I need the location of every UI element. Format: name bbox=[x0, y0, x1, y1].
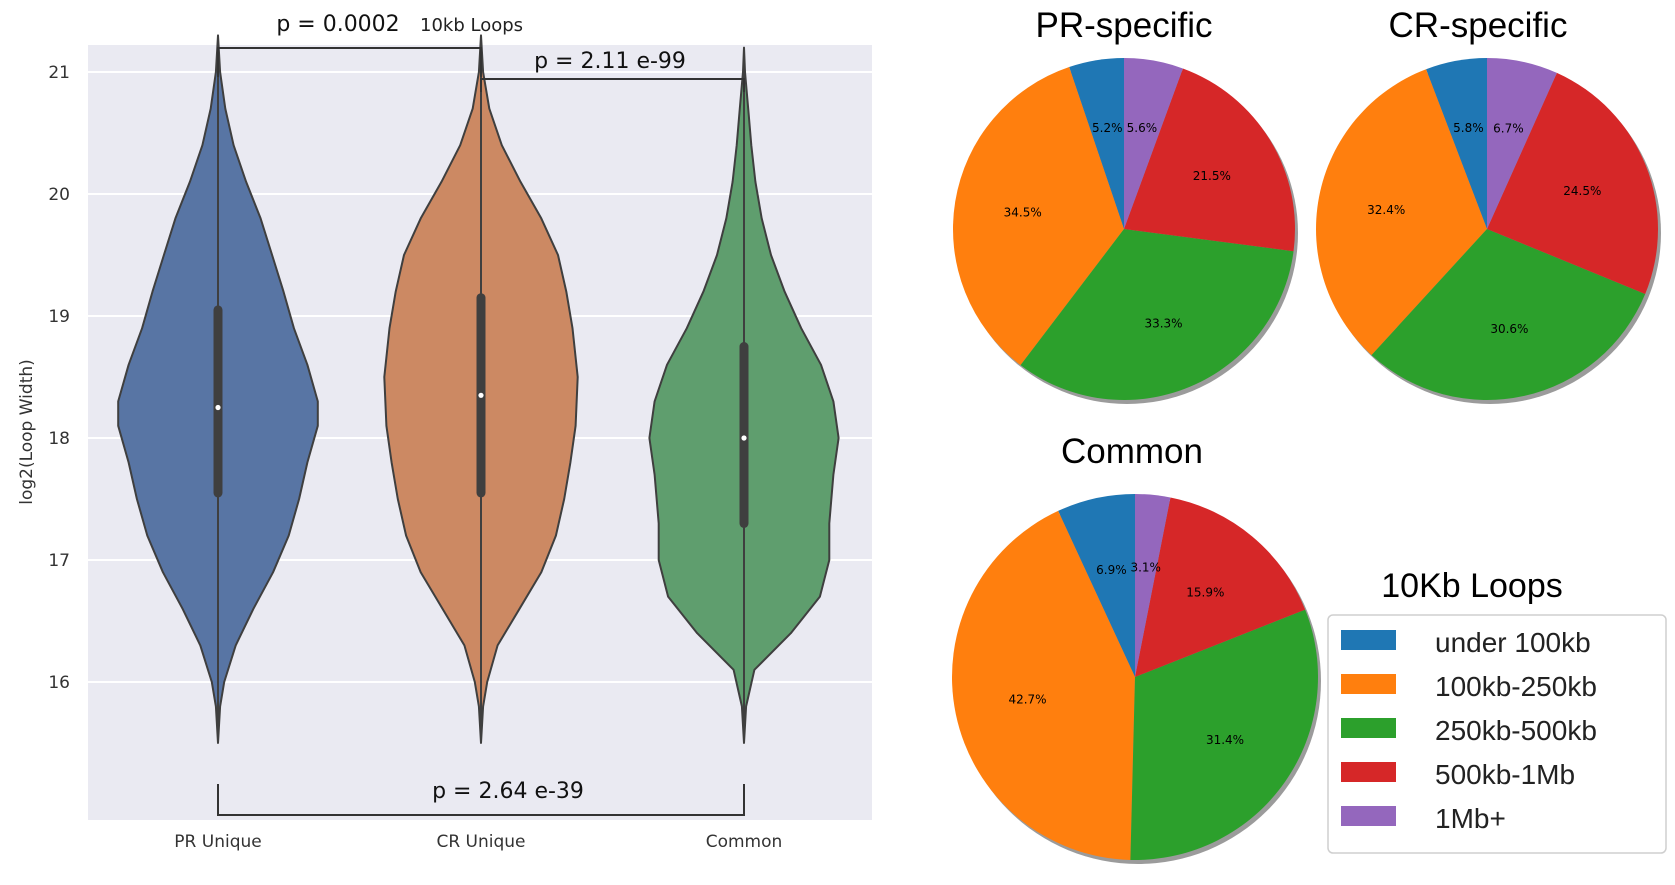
violins bbox=[117, 34, 840, 744]
significance-bracket bbox=[480, 78, 745, 92]
pie-slice bbox=[1020, 229, 1294, 401]
y-axis-label: log2(Loop Width) bbox=[17, 359, 37, 505]
x-tick-labels: PR Unique CR Unique Common bbox=[174, 832, 782, 852]
legend-swatch bbox=[1341, 674, 1396, 694]
legend-swatch bbox=[1341, 806, 1396, 826]
significance-bracket bbox=[217, 47, 482, 77]
pie-percent-label: 34.5% bbox=[1004, 206, 1042, 220]
pie-slice bbox=[1135, 497, 1306, 677]
pie-slice bbox=[1069, 58, 1124, 229]
pie-percent-label: 5.2% bbox=[1092, 121, 1123, 135]
pie-percent-label: 5.8% bbox=[1453, 121, 1484, 135]
y-tick-label: 21 bbox=[48, 63, 70, 83]
legend: 10Kb Loops under 100kb 100kb-250kb 250kb-5… bbox=[1327, 567, 1667, 854]
pie-percent-label: 30.6% bbox=[1490, 322, 1528, 336]
pie-slice bbox=[1426, 58, 1487, 229]
pie-percent-label: 5.6% bbox=[1127, 121, 1158, 135]
significance-brackets: p = 0.0002 p = 2.11 e-99 p = 2.64 e-39 bbox=[217, 12, 745, 816]
legend-label: 250kb-500kb bbox=[1435, 715, 1597, 746]
pie-percent-label: 15.9% bbox=[1186, 586, 1224, 600]
x-tick-label: Common bbox=[706, 832, 783, 852]
pie-percent-label: 31.4% bbox=[1206, 733, 1244, 747]
p-value-label: p = 2.11 e-99 bbox=[534, 49, 686, 74]
x-tick-label: CR Unique bbox=[436, 832, 525, 852]
pie-slice bbox=[1130, 609, 1319, 860]
violin-subtitle: 10kb Loops bbox=[420, 15, 523, 36]
y-tick-label: 17 bbox=[48, 551, 70, 571]
legend-swatch bbox=[1341, 630, 1396, 650]
pie-percent-label: 24.5% bbox=[1563, 184, 1601, 198]
pie-slice bbox=[952, 67, 1124, 366]
pie-pr-specific: 5.2% 34.5% 33.3% 21.5% 5.6% bbox=[952, 58, 1298, 404]
legend-swatch bbox=[1341, 762, 1396, 782]
pie-percent-label: 33.3% bbox=[1144, 317, 1182, 331]
legend-frame bbox=[1327, 614, 1667, 854]
significance-bracket bbox=[217, 784, 745, 816]
y-tick-labels: 16 17 18 19 20 21 bbox=[48, 63, 70, 693]
pie-slice bbox=[1487, 58, 1557, 229]
pie-percent-label: 32.4% bbox=[1367, 203, 1405, 217]
pie-slice bbox=[1135, 494, 1171, 677]
violin-median bbox=[478, 392, 484, 398]
violin-median bbox=[215, 404, 221, 411]
p-value-label: p = 0.0002 bbox=[276, 12, 399, 37]
pie-slice bbox=[1124, 58, 1183, 229]
legend-swatch bbox=[1341, 718, 1396, 738]
legend-items: under 100kb 100kb-250kb 250kb-500kb 500kb-1… bbox=[1341, 627, 1597, 834]
pie-slice bbox=[1371, 229, 1646, 400]
pie-common: 6.9% 42.7% 31.4% 15.9% 3.1% bbox=[951, 494, 1321, 864]
pie-slice bbox=[1058, 494, 1135, 677]
y-tick-label: 18 bbox=[48, 429, 70, 449]
pie-slice bbox=[1316, 69, 1487, 356]
violin-plot: 16 17 18 19 20 21 log2(Loop Width) PR Unique C… bbox=[17, 12, 872, 852]
pie-percent-label: 3.1% bbox=[1130, 561, 1161, 575]
legend-label: 500kb-1Mb bbox=[1435, 759, 1575, 790]
y-tick-label: 20 bbox=[48, 185, 70, 205]
pie-cr-specific: 5.8% 32.4% 30.6% 24.5% 6.7% bbox=[1316, 58, 1661, 404]
legend-label: 100kb-250kb bbox=[1435, 671, 1597, 702]
x-tick-label: PR Unique bbox=[174, 832, 261, 852]
pie-slice bbox=[951, 510, 1135, 860]
y-tick-label: 16 bbox=[48, 673, 70, 693]
pie-title-common: Common bbox=[1061, 432, 1203, 471]
violin-median bbox=[741, 435, 747, 441]
legend-title: 10Kb Loops bbox=[1381, 567, 1563, 605]
pie-charts: PR-specific CR-specific Common 5.2% 34.5%… bbox=[951, 6, 1661, 864]
pie-percent-label: 6.7% bbox=[1493, 122, 1524, 136]
pie-percent-label: 21.5% bbox=[1193, 169, 1231, 183]
p-value-label: p = 2.64 e-39 bbox=[432, 779, 584, 804]
pie-slice bbox=[1124, 68, 1295, 252]
pie-title-cr-specific: CR-specific bbox=[1389, 6, 1568, 45]
legend-label: under 100kb bbox=[1435, 627, 1591, 658]
pie-percent-label: 6.9% bbox=[1096, 563, 1127, 577]
pie-percent-label: 42.7% bbox=[1008, 692, 1046, 706]
pie-slice bbox=[1487, 72, 1659, 294]
legend-label: 1Mb+ bbox=[1435, 803, 1506, 834]
pie-title-pr-specific: PR-specific bbox=[1036, 6, 1213, 45]
y-tick-label: 19 bbox=[48, 307, 70, 327]
